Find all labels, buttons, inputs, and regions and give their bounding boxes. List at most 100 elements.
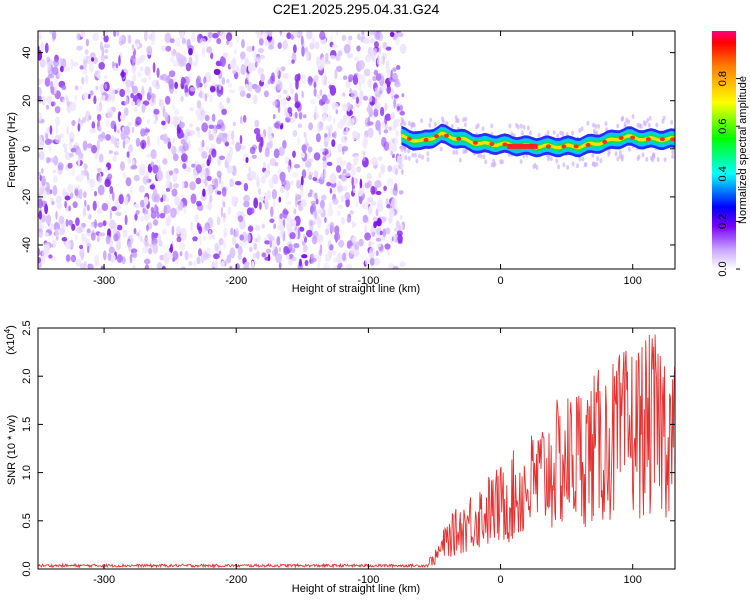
noise-blob: [382, 228, 387, 238]
noise-blob: [393, 97, 396, 109]
noise-blob: [329, 187, 333, 194]
noise-blob: [366, 196, 374, 203]
noise-blob: [190, 221, 193, 231]
noise-blob: [226, 79, 230, 84]
noise-blob: [109, 253, 116, 263]
noise-blob: [177, 116, 184, 121]
signal-halo: [592, 122, 595, 128]
noise-blob: [313, 81, 317, 89]
noise-blob: [127, 34, 132, 44]
noise-blob: [221, 108, 228, 116]
noise-blob: [374, 87, 381, 92]
noise-blob: [376, 202, 384, 213]
noise-blob: [178, 121, 185, 129]
noise-blob: [204, 167, 210, 179]
noise-blob: [396, 32, 404, 38]
noise-blob: [105, 235, 111, 245]
noise-blob: [61, 237, 68, 242]
noise-blob: [390, 150, 394, 156]
noise-blob: [356, 166, 361, 173]
noise-blob: [150, 36, 155, 45]
noise-blob: [55, 124, 58, 136]
noise-blob: [293, 44, 297, 54]
noise-blob: [304, 136, 308, 145]
noise-blob: [226, 165, 234, 174]
signal-halo: [412, 122, 416, 128]
noise-blob: [228, 89, 236, 94]
noise-blob: [90, 52, 96, 59]
noise-blob: [180, 138, 186, 145]
signal-halo: [537, 132, 541, 138]
noise-blob: [372, 76, 377, 82]
noise-blob: [131, 101, 136, 106]
noise-blob: [241, 39, 245, 49]
noise-blob: [308, 122, 313, 131]
noise-blob: [312, 37, 315, 44]
noise-blob: [325, 154, 331, 160]
signal-halo: [636, 122, 640, 128]
noise-blob: [75, 234, 78, 240]
noise-blob: [259, 201, 262, 210]
noise-blob: [178, 242, 186, 251]
signal-halo: [591, 152, 595, 158]
noise-blob: [384, 102, 388, 112]
noise-blob: [301, 144, 307, 153]
noise-blob: [59, 133, 65, 138]
noise-blob: [384, 113, 392, 121]
noise-blob: [118, 55, 121, 67]
noise-blob: [166, 178, 171, 188]
noise-blob: [220, 260, 225, 268]
noise-blob: [304, 160, 312, 168]
noise-blob: [294, 111, 298, 119]
noise-blob: [295, 229, 299, 240]
noise-blob: [348, 77, 352, 83]
noise-blob: [390, 187, 394, 195]
noise-blob: [237, 245, 243, 256]
noise-blob: [68, 152, 74, 158]
noise-blob: [279, 186, 285, 193]
noise-blob: [341, 171, 345, 181]
signal-halo: [462, 117, 466, 123]
noise-blob: [315, 198, 319, 205]
noise-blob: [342, 252, 347, 261]
signal-halo: [481, 126, 485, 132]
noise-blob: [298, 258, 302, 267]
signal-halo: [619, 150, 622, 155]
noise-blob: [186, 131, 191, 136]
noise-blob: [323, 74, 328, 86]
noise-blob: [235, 141, 241, 152]
x-tick-label: 100: [624, 574, 642, 586]
noise-blob: [375, 250, 379, 257]
noise-blob: [124, 96, 129, 106]
noise-blob: [64, 200, 67, 209]
noise-blob: [265, 248, 272, 254]
noise-blob: [216, 137, 222, 145]
noise-blob: [197, 130, 201, 138]
noise-blob: [130, 248, 138, 254]
noise-blob: [119, 88, 126, 98]
noise-blob: [189, 86, 196, 92]
noise-blob: [179, 132, 185, 139]
noise-blob: [218, 250, 222, 255]
noise-blob: [175, 37, 181, 47]
noise-blob: [387, 251, 391, 256]
noise-blob: [184, 92, 189, 97]
noise-blob: [386, 67, 391, 74]
noise-blob: [54, 106, 61, 114]
noise-blob: [202, 235, 206, 241]
noise-blob: [126, 151, 130, 158]
signal-halo: [616, 156, 620, 162]
signal-peak: [456, 136, 462, 141]
noise-blob: [362, 151, 366, 162]
noise-blob: [74, 184, 81, 190]
noise-blob: [273, 223, 276, 230]
noise-blob: [223, 227, 228, 236]
noise-blob: [257, 188, 262, 195]
noise-blob: [263, 170, 269, 179]
noise-blob: [169, 38, 175, 44]
noise-blob: [76, 173, 84, 182]
noise-blob: [292, 171, 299, 178]
noise-blob: [163, 205, 168, 215]
noise-blob: [146, 135, 150, 145]
signal-peak: [670, 137, 675, 142]
